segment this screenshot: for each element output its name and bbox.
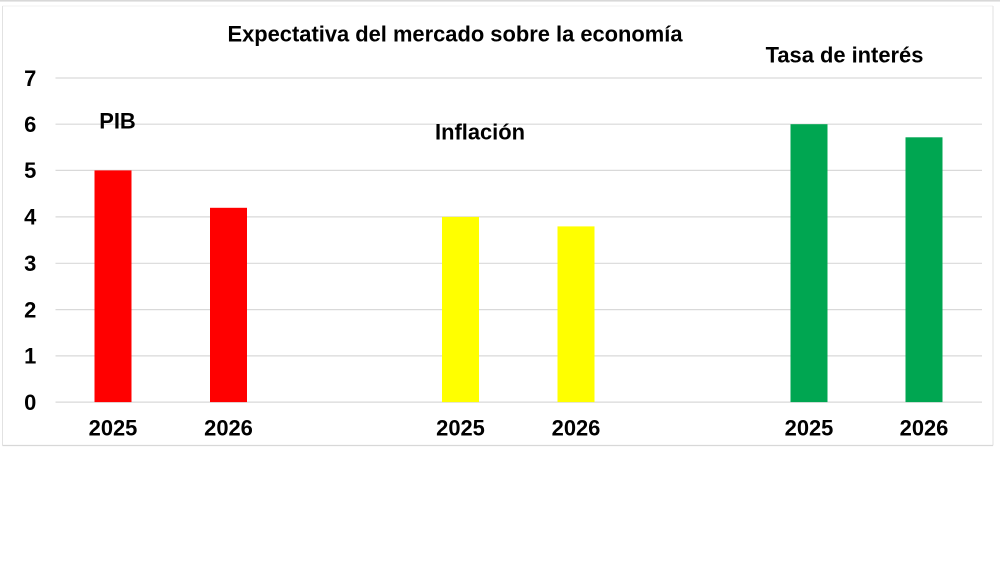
svg-text:2026: 2026: [900, 415, 949, 440]
svg-text:2026: 2026: [204, 415, 253, 440]
svg-text:PIB: PIB: [99, 109, 136, 134]
svg-text:2025: 2025: [436, 415, 485, 440]
svg-text:2026: 2026: [552, 415, 601, 440]
svg-text:1: 1: [24, 344, 36, 369]
svg-text:Inflación: Inflación: [435, 120, 525, 145]
svg-text:5: 5: [24, 158, 36, 183]
svg-text:2025: 2025: [89, 415, 138, 440]
svg-text:7: 7: [24, 66, 36, 91]
svg-text:Tasa de interés: Tasa de interés: [766, 43, 924, 68]
svg-text:0: 0: [24, 390, 36, 415]
svg-text:2025: 2025: [785, 415, 834, 440]
svg-text:4: 4: [24, 205, 37, 230]
svg-text:6: 6: [24, 112, 36, 137]
svg-text:Expectativa del mercado sobre: Expectativa del mercado sobre la economí…: [227, 22, 683, 47]
svg-text:2: 2: [24, 297, 36, 322]
svg-text:3: 3: [24, 251, 36, 276]
